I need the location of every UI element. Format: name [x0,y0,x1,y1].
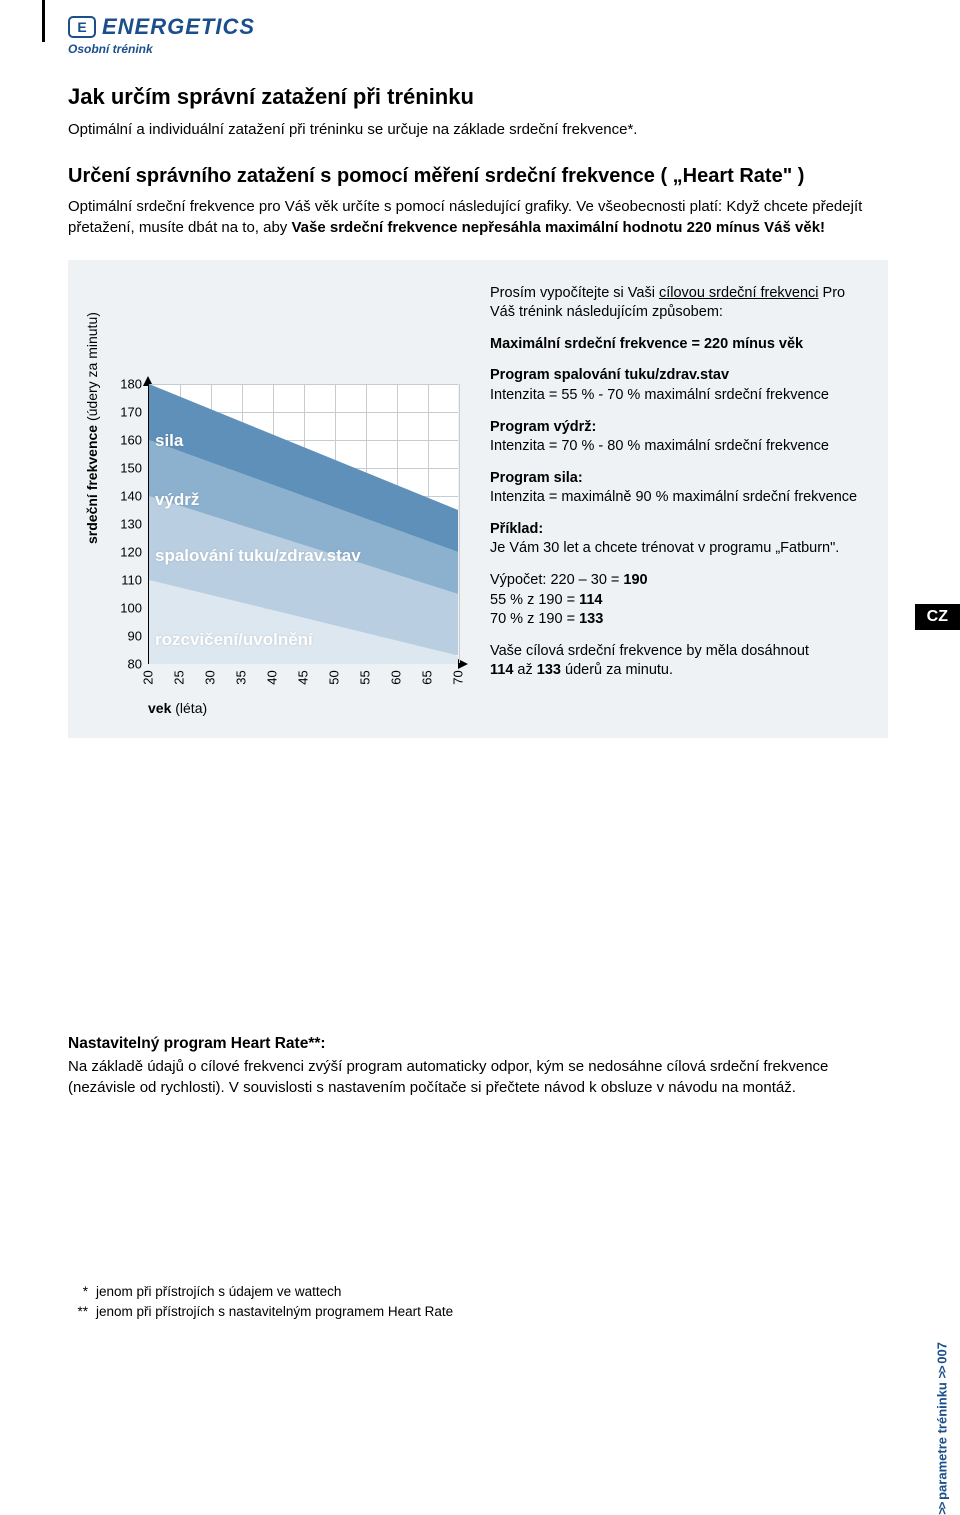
page-title: Jak určím správní zatažení při tréninku [68,84,888,110]
hr-zone-chart: srdeční frekvence (údery za minutu) sila… [98,384,462,714]
chart-xtick: 65 [420,670,435,684]
logo-icon: E [68,16,96,38]
chart-ytick: 90 [114,628,142,643]
bottom-heading: Nastavitelný program Heart Rate**: [68,1035,888,1053]
header-rule [42,0,45,42]
chart-xtick: 40 [265,670,280,684]
chart-ytick: 180 [114,376,142,391]
side-page-label: >> parametre tréninku >> 007 [935,1342,950,1515]
chart-xlabel: vek (léta) [148,700,207,716]
chart-ytick: 120 [114,544,142,559]
bottom-body: Na základě údajů o cílové frekvenci zvýš… [68,1057,888,1098]
bottom-section: Nastavitelný program Heart Rate**: Na zá… [68,1035,888,1098]
section-heading: Určení správního zatažení s pomocí měřen… [68,164,888,189]
chart-ylabel: srdeční frekvence (údery za minutu) [84,312,100,544]
locale-tab: CZ [915,604,960,630]
chart-ytick: 110 [114,572,142,587]
section-body: Optimální srdeční frekvence pro Váš věk … [68,197,888,238]
footnotes: *jenom při přístrojích s údajem ve watte… [68,1282,453,1323]
chart-zone-label: sila [155,431,183,451]
chart-zone-label: spalování tuku/zdrav.stav [155,546,361,566]
brand-tagline: Osobní trénink [68,42,255,56]
chart-xtick: 30 [203,670,218,684]
panel-text: Prosím vypočítejte si Vaši cílovou srdeč… [490,284,864,714]
chart-xtick: 25 [172,670,187,684]
chart-xtick: 35 [234,670,249,684]
chart-xtick: 60 [389,670,404,684]
chart-ytick: 140 [114,488,142,503]
brand-name: ENERGETICS [102,14,255,40]
chart-xtick: 20 [141,670,156,684]
intro-text: Optimální a individuální zatažení při tr… [68,120,888,140]
chart-ytick: 170 [114,404,142,419]
chart-ytick: 130 [114,516,142,531]
chart-zone-label: výdrž [155,490,199,510]
chart-xtick: 45 [296,670,311,684]
info-panel: srdeční frekvence (údery za minutu) sila… [68,260,888,738]
chart-xtick: 50 [327,670,342,684]
chart-xtick: 70 [451,670,466,684]
chart-ytick: 150 [114,460,142,475]
chart-zone-label: rozcvičení/uvolnění [155,630,313,650]
chart-xtick: 55 [358,670,373,684]
brand-block: E ENERGETICS Osobní trénink [68,14,255,56]
chart-ytick: 100 [114,600,142,615]
chart-ytick: 80 [114,656,142,671]
chart-ytick: 160 [114,432,142,447]
chart-zone [149,384,458,552]
